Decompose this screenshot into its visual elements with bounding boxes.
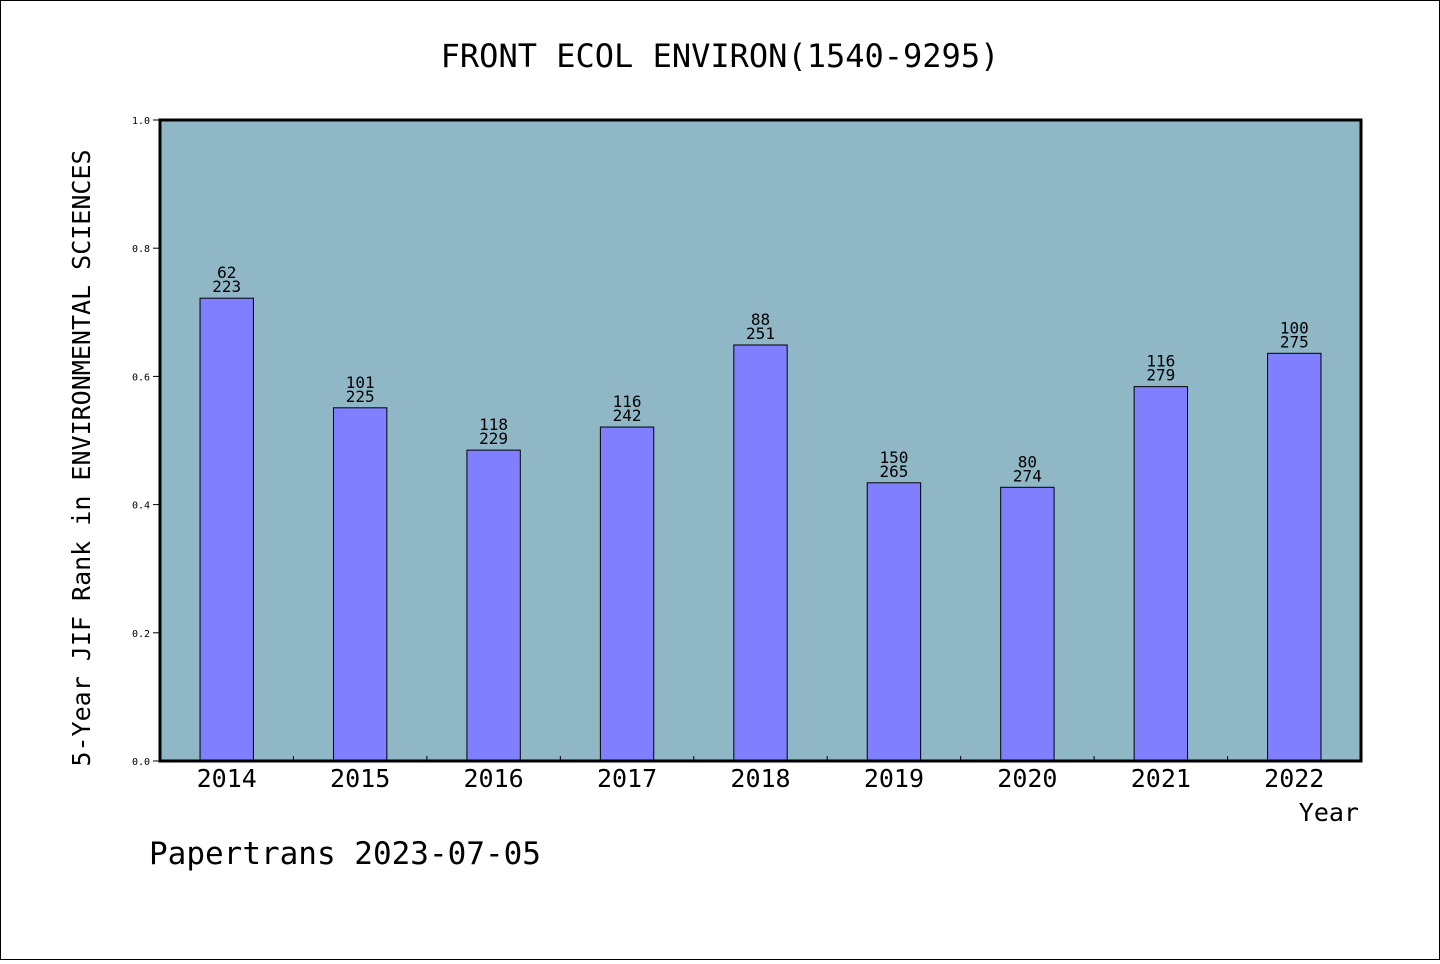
- y-tick-label: 1.0: [132, 116, 150, 127]
- bar-rank-label: 116: [1146, 352, 1175, 371]
- y-tick-label: 0.6: [132, 372, 150, 383]
- x-tick-label: 2016: [464, 764, 524, 793]
- bar-2022: [1267, 352, 1322, 762]
- x-tick-label: 2014: [197, 764, 257, 793]
- bar-total-label: 274: [1013, 466, 1042, 485]
- bar-2016: [466, 449, 521, 762]
- bar-rank-label: 101: [346, 373, 375, 392]
- x-tick-label: 2019: [864, 764, 924, 793]
- bar-rank-label: 116: [613, 392, 642, 411]
- bar-total-label: 275: [1280, 332, 1309, 351]
- x-axis: 2014 2015 2016 2017 2018 2019 2020 2021 2022: [197, 756, 1324, 793]
- bar-total-label: 265: [879, 462, 908, 481]
- bar-labels-group: 6222310122511822911624288251150265802741…: [212, 263, 1308, 485]
- x-tick-label: 2018: [730, 764, 790, 793]
- x-tick-label: 2021: [1131, 764, 1191, 793]
- bar-total-label: 229: [479, 429, 508, 448]
- bar-total-label: 242: [613, 406, 642, 425]
- bar-total-label: 279: [1146, 366, 1175, 385]
- bar-rank-label: 80: [1018, 452, 1037, 471]
- y-axis-title: 5-Year JIF Rank in ENVIRONMENTAL SCIENCE…: [67, 149, 96, 766]
- bar-2018: [733, 344, 788, 762]
- y-tick-label: 0.0: [132, 757, 150, 768]
- x-tick-label: 2022: [1264, 764, 1324, 793]
- y-tick-label: 0.8: [132, 244, 150, 255]
- bar-total-label: 225: [346, 387, 375, 406]
- y-tick-label: 0.4: [132, 501, 150, 512]
- x-tick-label: 2015: [330, 764, 390, 793]
- bar-rank-label: 100: [1280, 318, 1309, 337]
- footer-credit: Papertrans 2023-07-05: [149, 836, 541, 872]
- y-tick-label: 0.2: [132, 629, 150, 640]
- bar-total-label: 223: [212, 277, 241, 296]
- x-tick-label: 2020: [997, 764, 1057, 793]
- bar-2021: [1133, 386, 1189, 762]
- x-axis-title: Year: [1299, 798, 1359, 827]
- bar-rank-label: 62: [217, 263, 236, 282]
- y-axis: 0.0 0.2 0.4 0.6 0.8 1.0: [132, 116, 160, 768]
- bar-rank-label: 88: [751, 310, 770, 329]
- bar-2019: [866, 482, 922, 762]
- bars-group: [199, 297, 1322, 762]
- chart-title: FRONT ECOL ENVIRON(1540-9295): [441, 37, 1000, 75]
- bar-2017: [599, 426, 655, 762]
- bar-2015: [332, 407, 388, 762]
- bar-rank-label: 118: [479, 415, 508, 434]
- bar-rank-label: 150: [879, 448, 908, 467]
- bar-2014: [199, 297, 254, 762]
- x-tick-label: 2017: [597, 764, 657, 793]
- bar-2020: [1000, 486, 1055, 762]
- plot-border: [158, 118, 1363, 763]
- bar-total-label: 251: [746, 324, 775, 343]
